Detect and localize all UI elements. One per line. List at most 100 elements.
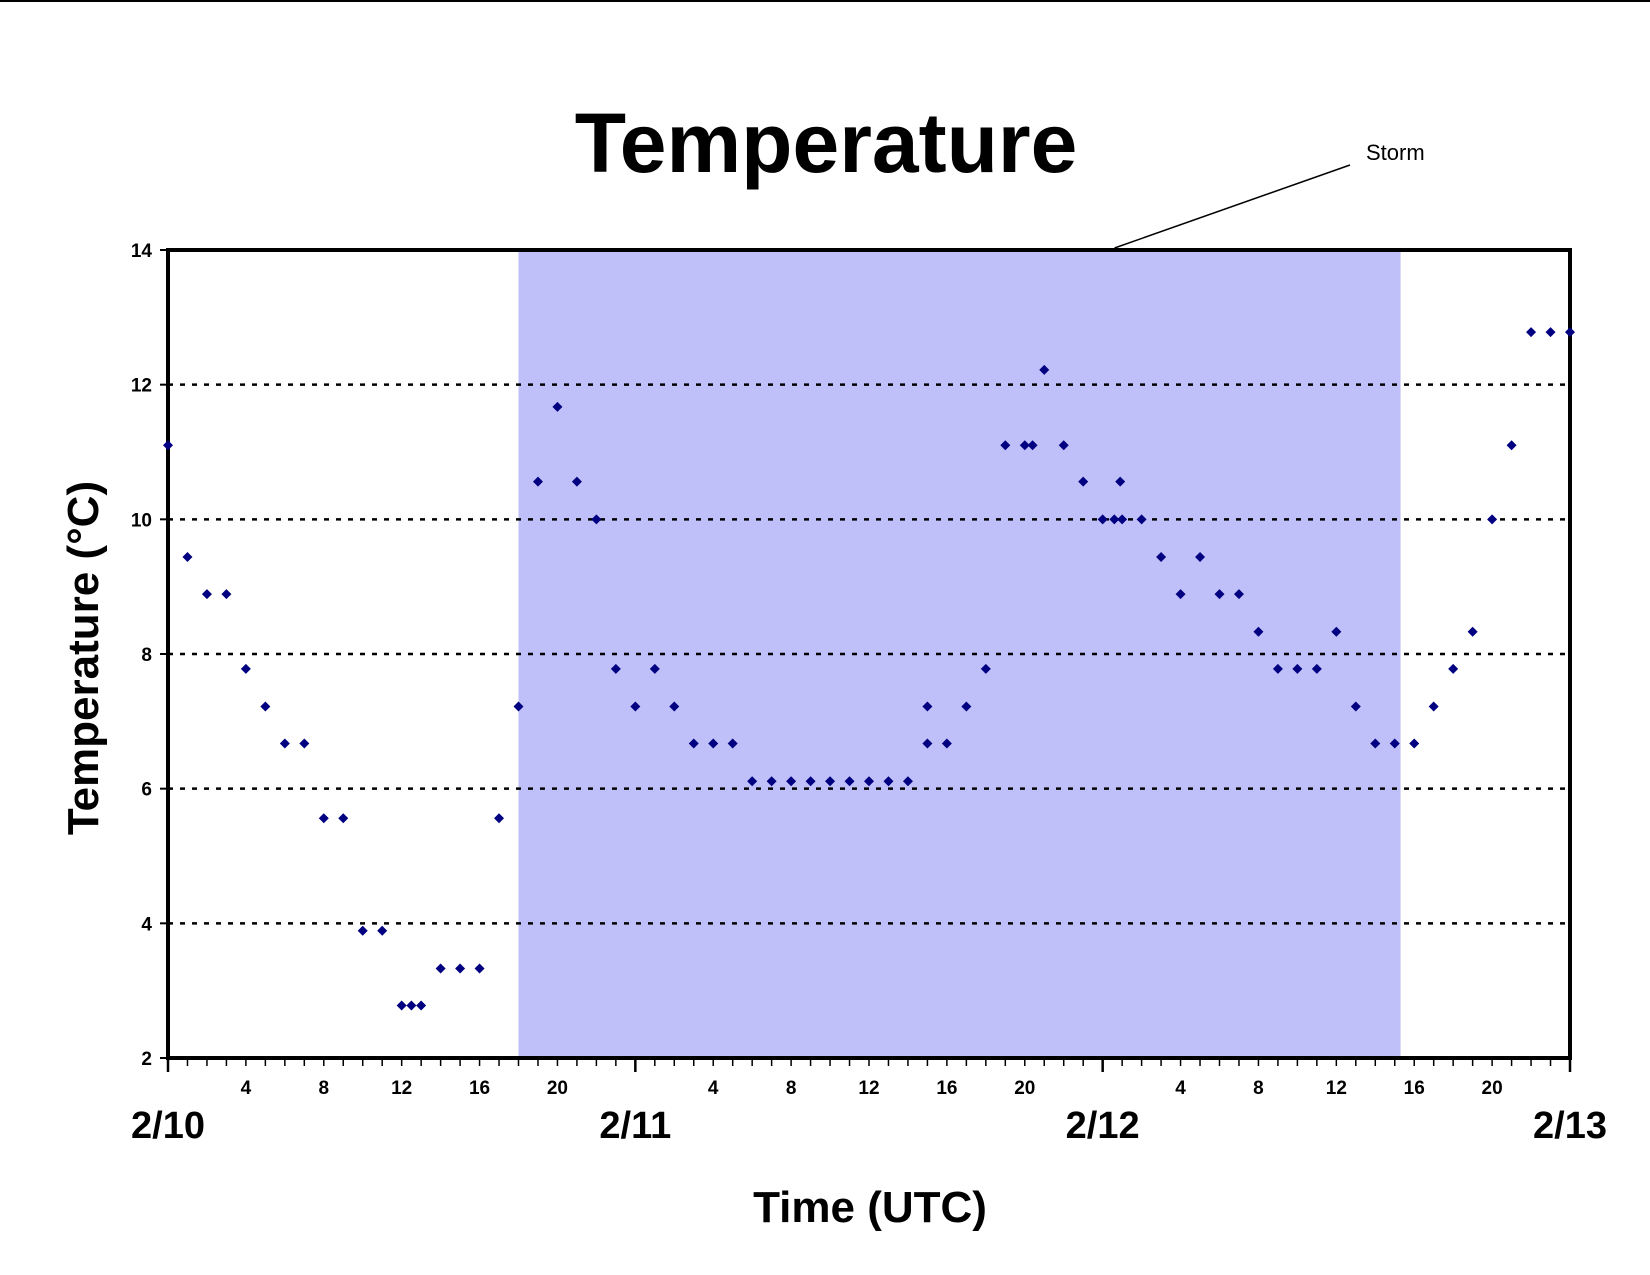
- data-point: [1428, 701, 1439, 712]
- storm-annotation-label: Storm: [1366, 140, 1425, 165]
- data-point: [1350, 701, 1361, 712]
- data-point: [727, 738, 738, 749]
- data-point: [260, 701, 271, 712]
- x-axis: 4 8 12 16 20 4 8 12 16 20 4 8 12 16 20 2/10 2/11 2/12 2/13: [131, 1058, 1607, 1147]
- data-point: [416, 1000, 427, 1011]
- data-point: [1506, 440, 1517, 451]
- data-point: [883, 776, 894, 787]
- data-point: [688, 738, 699, 749]
- x-tick-label: 16: [1404, 1078, 1425, 1099]
- y-tick-label-8: 8: [141, 645, 152, 666]
- data-point: [1097, 514, 1108, 525]
- data-point: [980, 663, 991, 674]
- data-point: [357, 925, 368, 936]
- data-point: [1058, 440, 1069, 451]
- data-point: [1448, 663, 1459, 674]
- data-point: [844, 776, 855, 787]
- data-point: [1019, 440, 1030, 451]
- data-point: [591, 514, 602, 525]
- data-point: [630, 701, 641, 712]
- data-point: [1545, 327, 1556, 338]
- data-point: [1156, 552, 1167, 563]
- data-point: [1526, 327, 1537, 338]
- x-tick-label: 20: [1014, 1078, 1035, 1099]
- data-point: [1253, 626, 1264, 637]
- data-point: [221, 589, 232, 600]
- data-point: [1214, 589, 1225, 600]
- data-point: [182, 552, 193, 563]
- day-label: 2/11: [599, 1105, 671, 1147]
- x-tick-label: 12: [858, 1078, 879, 1099]
- data-point: [532, 476, 543, 487]
- x-tick-label: 12: [1326, 1078, 1347, 1099]
- x-tick-label: 16: [936, 1078, 957, 1099]
- data-point: [494, 813, 505, 824]
- data-point: [240, 663, 251, 674]
- data-point: [474, 963, 485, 974]
- data-point: [406, 1000, 417, 1011]
- data-point: [1311, 663, 1322, 674]
- data-point: [552, 401, 563, 412]
- x-tick-label: 8: [786, 1078, 797, 1099]
- data-point: [1117, 514, 1128, 525]
- data-point: [902, 776, 913, 787]
- gridlines: [168, 383, 1570, 925]
- data-point: [279, 738, 290, 749]
- storm-band: [518, 250, 1401, 1058]
- data-point: [1115, 476, 1126, 487]
- data-point: [1000, 440, 1011, 451]
- data-point: [1027, 440, 1038, 451]
- y-tick-label-2: 2: [141, 1049, 152, 1070]
- y-tick-label-14: 14: [131, 241, 153, 262]
- day-label: 2/12: [1066, 1105, 1140, 1147]
- x-axis-title: Time (UTC): [753, 1183, 987, 1232]
- data-point: [1039, 364, 1050, 375]
- x-tick-label: 8: [1253, 1078, 1264, 1099]
- data-point: [1175, 589, 1186, 600]
- data-point: [338, 813, 349, 824]
- data-point: [1109, 514, 1120, 525]
- y-axis-title: Temperature (°C): [59, 481, 108, 835]
- day-label: 2/10: [131, 1105, 205, 1147]
- data-point: [1195, 552, 1206, 563]
- data-point: [941, 738, 952, 749]
- data-point: [396, 1000, 407, 1011]
- chart-title: Temperature: [575, 96, 1078, 190]
- data-points: [163, 327, 1575, 1011]
- data-point: [708, 738, 719, 749]
- data-point: [1136, 514, 1147, 525]
- y-tick-label-6: 6: [141, 780, 152, 801]
- data-point: [299, 738, 310, 749]
- x-tick-label: 20: [547, 1078, 568, 1099]
- day-label: 2/13: [1533, 1105, 1607, 1147]
- data-point: [864, 776, 874, 787]
- data-point: [766, 776, 777, 787]
- data-point: [961, 701, 972, 712]
- data-point: [1487, 514, 1498, 525]
- data-point: [1272, 663, 1283, 674]
- data-point: [318, 813, 329, 824]
- x-tick-label: 8: [318, 1078, 329, 1099]
- x-tick-label: 4: [241, 1078, 252, 1099]
- data-point: [201, 589, 212, 600]
- data-point: [377, 925, 388, 936]
- x-tick-label: 4: [1175, 1078, 1186, 1099]
- x-tick-label: 4: [708, 1078, 719, 1099]
- data-point: [435, 963, 446, 974]
- data-point: [922, 701, 933, 712]
- data-point: [1292, 663, 1303, 674]
- storm-annotation-line: [1114, 164, 1351, 249]
- y-tick-label-4: 4: [141, 914, 152, 935]
- y-axis: 2 4 6 8 10 12 14: [131, 241, 168, 1070]
- data-point: [649, 663, 660, 674]
- data-point: [1233, 589, 1244, 600]
- y-tick-label-10: 10: [131, 510, 152, 531]
- x-tick-label: 20: [1482, 1078, 1503, 1099]
- data-point: [786, 776, 797, 787]
- data-point: [922, 738, 933, 749]
- data-point: [571, 476, 582, 487]
- data-point: [1409, 738, 1420, 749]
- data-point: [455, 963, 466, 974]
- data-point: [1565, 327, 1575, 338]
